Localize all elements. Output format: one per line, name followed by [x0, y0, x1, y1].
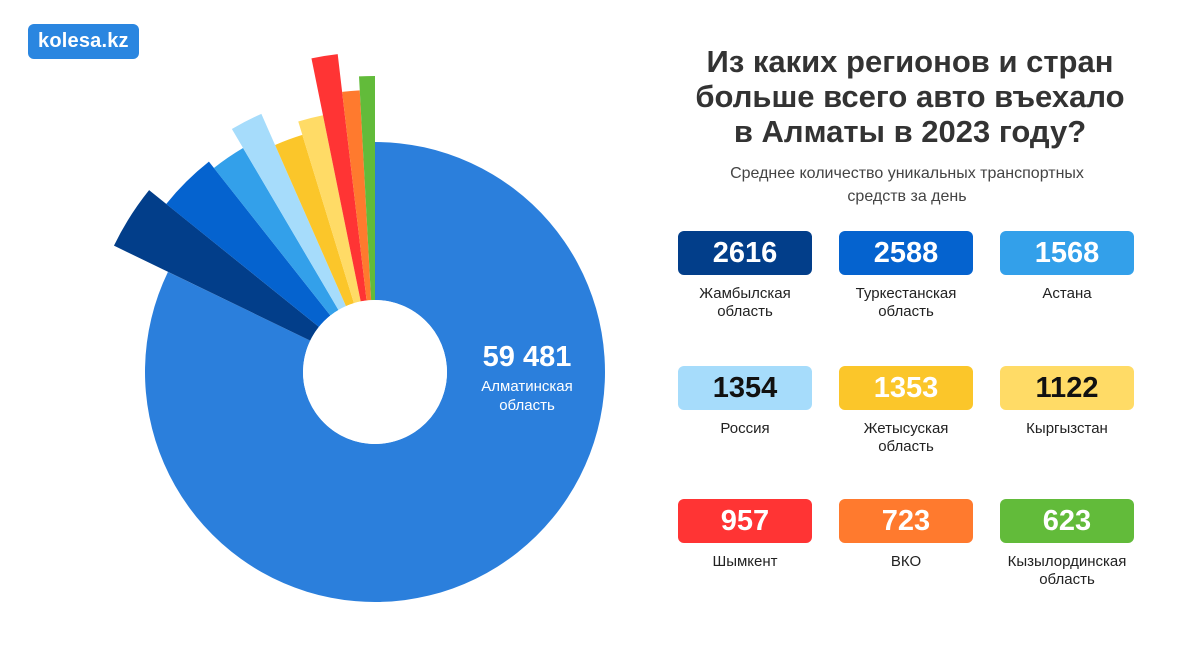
value-card: 2588 Туркестанская область	[839, 231, 973, 321]
value-badge: 1354	[678, 366, 812, 410]
value-badge: 2588	[839, 231, 973, 275]
value-badge: 1568	[1000, 231, 1134, 275]
value-badge: 623	[1000, 499, 1134, 543]
donut-slice	[275, 134, 354, 307]
value-card: 623 Кызылординская область	[1000, 499, 1134, 589]
brand-logo[interactable]: kolesa.kz	[28, 24, 139, 59]
value-card: 1353 Жетысуская область	[839, 366, 973, 456]
value-label: Жетысуская область	[863, 420, 949, 455]
value-cards-grid: 2616 Жамбылская область 2588 Туркестанская об…	[678, 231, 1134, 591]
value-label: Кызылординская область	[1007, 553, 1127, 588]
value-card: 957 Шымкент	[678, 499, 812, 571]
value-card: 1568 Астана	[1000, 231, 1134, 303]
value-label: Астана	[1042, 285, 1092, 302]
donut-slice	[231, 113, 346, 310]
donut-slice	[298, 115, 361, 304]
title-line-2: больше всего авто въехало	[695, 79, 1125, 114]
value-card: 2616 Жамбылская область	[678, 231, 812, 321]
title-line-3: в Алматы в 2023 году?	[733, 114, 1087, 149]
title-line-1: Из каких регионов и стран	[706, 44, 1114, 79]
value-label: ВКО	[890, 553, 922, 570]
main-value-label: 59 481	[483, 341, 572, 373]
value-card: 1354 Россия	[678, 366, 812, 438]
page-title: Из каких регионов и стран больше всего а…	[650, 44, 1170, 149]
value-label: Россия	[720, 420, 770, 437]
value-card: 1122 Кыргызстан	[1000, 366, 1134, 438]
value-card: 723 ВКО	[839, 499, 973, 571]
donut-slice	[359, 76, 375, 301]
value-label: Шымкент	[712, 553, 778, 570]
donut-chart: 59 481 Алматинская область	[113, 54, 606, 602]
page-subtitle: Среднее количество уникальных транспортн…	[640, 162, 1174, 208]
donut-hole	[303, 300, 447, 444]
value-badge: 2616	[678, 231, 812, 275]
donut-slice	[113, 190, 319, 341]
subtitle-line-2: средств за день	[847, 188, 967, 205]
donut-slice	[213, 147, 339, 316]
main-category-label: Алматинская	[481, 378, 572, 395]
donut-slice	[311, 54, 367, 302]
value-badge: 957	[678, 499, 812, 543]
donut-slice	[166, 161, 331, 327]
value-badge: 1353	[839, 366, 973, 410]
value-badge: 1122	[1000, 366, 1134, 410]
donut-slice	[144, 142, 606, 602]
value-label: Кыргызстан	[1026, 420, 1108, 437]
value-label: Туркестанская область	[855, 285, 957, 320]
value-badge: 723	[839, 499, 973, 543]
subtitle-line-1: Среднее количество уникальных транспортн…	[730, 165, 1084, 182]
main-category-label: область	[499, 397, 555, 414]
value-label: Жамбылская область	[699, 285, 791, 320]
donut-slice	[342, 90, 372, 301]
